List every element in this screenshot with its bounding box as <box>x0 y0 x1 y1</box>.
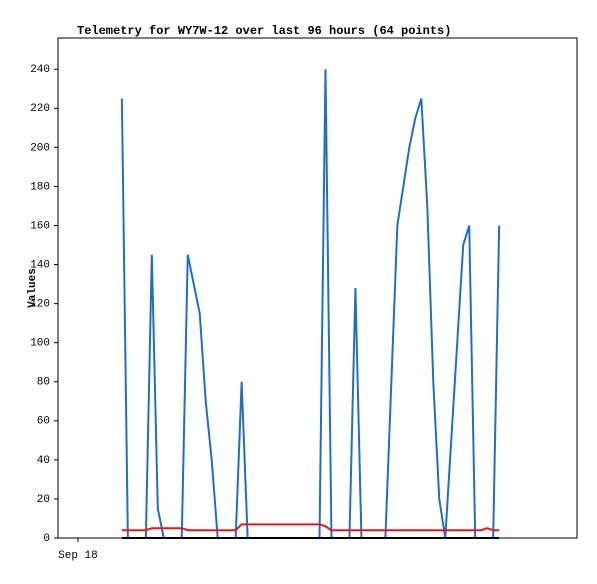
data-line <box>121 523 500 532</box>
y-tick-label: 40 <box>37 455 50 467</box>
y-tick-label: 20 <box>37 494 50 506</box>
plot-frame <box>57 37 578 539</box>
y-tick-label: 160 <box>30 220 50 232</box>
y-axis-label: Values <box>27 268 39 308</box>
y-tick-label: 0 <box>43 533 50 545</box>
y-tick-label: 60 <box>37 416 50 428</box>
x-tick-label: Sep 18 <box>58 550 98 562</box>
data-line <box>120 69 501 539</box>
chart-title: Telemetry for WY7W-12 over last 96 hours… <box>77 24 451 38</box>
y-tick-label: 220 <box>30 103 50 115</box>
y-tick-label: 180 <box>30 181 50 193</box>
y-tick-label: 100 <box>30 338 50 350</box>
y-tick-label: 200 <box>30 142 50 154</box>
y-tick-label: 80 <box>37 377 50 389</box>
y-tick-label: 240 <box>30 64 50 76</box>
y-tick-label: 140 <box>30 259 50 271</box>
y-tick-label: 120 <box>30 299 50 311</box>
